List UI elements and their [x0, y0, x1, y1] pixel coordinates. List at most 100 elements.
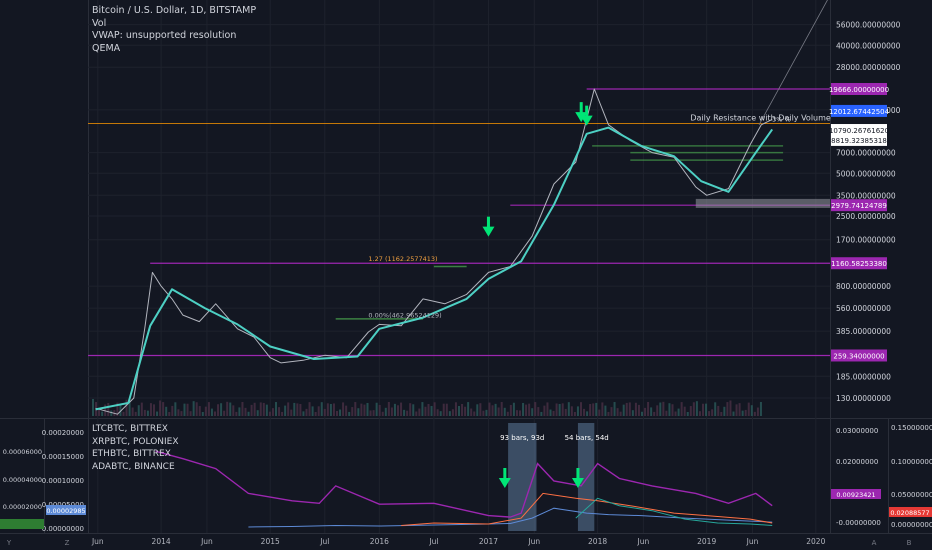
volume-bar: [662, 401, 665, 416]
volume-bar: [534, 402, 537, 416]
xrp-price-tag-label: 0.00923421: [836, 491, 875, 499]
price-tag-label: 10790.26761620: [829, 127, 889, 135]
volume-bar: [400, 402, 403, 416]
volume-bar: [305, 408, 308, 416]
volume-bar: [464, 406, 467, 416]
volume-bar: [650, 407, 653, 416]
xrp-price-tag: [831, 489, 881, 499]
volume-bar: [573, 411, 576, 416]
y-tick-label: 3500.00000000: [836, 191, 896, 200]
volume-bar: [485, 409, 488, 416]
volume-bar: [509, 404, 512, 416]
corner-b[interactable]: B: [906, 539, 912, 547]
ltcbtc-label[interactable]: LTCBTC, BITTREX: [92, 424, 168, 434]
qema-indicator-label[interactable]: QEMA: [92, 42, 121, 54]
volume-bar: [253, 402, 256, 416]
volume-bar: [149, 403, 152, 416]
y-tick-label: 130.00000000: [836, 394, 891, 403]
volume-bar: [580, 402, 582, 416]
volume-bar: [644, 407, 647, 416]
vol-indicator-label[interactable]: Vol: [92, 17, 107, 29]
xrpbtc-label[interactable]: XRPBTC, POLONIEX: [92, 436, 179, 447]
volume-bar: [576, 406, 579, 416]
volume-bar: [186, 403, 189, 416]
volume-bar: [628, 402, 631, 416]
volume-bar: [116, 402, 119, 416]
x-tick-label: 2015: [261, 537, 280, 546]
volume-bar: [92, 399, 94, 416]
volume-bar: [393, 403, 396, 416]
volume-bar: [329, 403, 332, 416]
volume-bar: [744, 409, 747, 416]
lower-mid-tick: 0.00000000: [42, 525, 84, 533]
ethbtc-label[interactable]: ETHBTC, BITTREX: [92, 449, 171, 459]
corner-y[interactable]: Y: [6, 539, 12, 547]
volume-bar: [732, 411, 735, 416]
resistance-annotation: Daily Resistance with Daily Volume: [690, 114, 831, 123]
volume-bar: [531, 408, 534, 416]
volume-bar: [360, 403, 363, 416]
volume-bar: [137, 405, 140, 416]
range-93-label: 93 bars, 93d: [500, 434, 544, 442]
lower-pane-legend: LTCBTC, BITTREX XRPBTC, POLONIEX ETHBTC,…: [92, 423, 179, 473]
volume-bar: [598, 409, 601, 416]
volume-bar: [262, 402, 265, 416]
volume-bar: [592, 403, 595, 416]
volume-bar: [146, 410, 149, 416]
qema-line: [95, 126, 774, 411]
buy-arrow-icon: [575, 112, 588, 123]
adabtc-label[interactable]: ADABTC, BINANCE: [92, 461, 175, 472]
volume-bar: [558, 403, 561, 416]
volume-bar: [165, 406, 168, 416]
x-tick-label: Jun: [746, 537, 759, 546]
lower-right-tick: 0.03000000: [836, 427, 878, 435]
volume-bar: [634, 402, 637, 416]
correlation-pane[interactable]: 93 bars, 93d 54 bars, 54d: [155, 423, 773, 531]
lower-series-line: [248, 507, 773, 528]
volume-bar: [753, 411, 756, 416]
y-tick-label: 1700.00000000: [836, 236, 896, 245]
volume-bar: [427, 403, 430, 416]
volume-bar: [195, 402, 198, 416]
volume-bar: [631, 410, 634, 416]
lower-series-line: [575, 497, 773, 526]
volume-bar: [461, 403, 464, 416]
volume-bar: [555, 403, 558, 416]
volume-bar: [122, 411, 125, 416]
lower-left-tick: 0.00004000: [3, 476, 42, 484]
vwap-indicator-label[interactable]: VWAP: unsupported resolution: [92, 30, 237, 41]
volume-bar: [720, 411, 723, 416]
lower-mid-tick: 0.00020000: [42, 429, 84, 437]
volume-bar: [491, 405, 494, 416]
range-93-bars: [508, 423, 537, 531]
volume-bar: [659, 402, 662, 416]
corner-z[interactable]: Z: [64, 539, 70, 547]
volume-bar: [570, 406, 573, 416]
volume-bar: [702, 403, 704, 416]
buy-arrow-icon: [571, 478, 584, 488]
volume-bar: [317, 406, 320, 416]
range-54-label: 54 bars, 54d: [565, 434, 609, 442]
volume-bar: [622, 404, 625, 416]
volume-bar: [104, 404, 107, 416]
volume-bar: [747, 402, 750, 416]
volume-bar: [314, 411, 317, 416]
symbol-title[interactable]: Bitcoin / U.S. Dollar, 1D, BITSTAMP: [92, 5, 257, 16]
buy-arrow-shaft: [579, 102, 583, 114]
fib-127-annotation: 1.27 (1162.2577413): [368, 255, 437, 263]
volume-bar: [515, 410, 518, 416]
volume-bar: [381, 411, 384, 416]
corner-a[interactable]: A: [871, 539, 877, 547]
level-1160-tag: [831, 257, 887, 270]
chart-grid: [0, 0, 932, 534]
volume-bar: [375, 402, 378, 416]
volume-bar: [415, 411, 418, 416]
volume-bar: [159, 400, 162, 416]
percent-annotation: 3% %: [772, 115, 791, 123]
x-tick-label: Jun: [91, 537, 104, 546]
volume-bar: [256, 410, 259, 416]
x-tick-label: Jul: [319, 537, 329, 546]
volume-bar: [384, 407, 387, 416]
